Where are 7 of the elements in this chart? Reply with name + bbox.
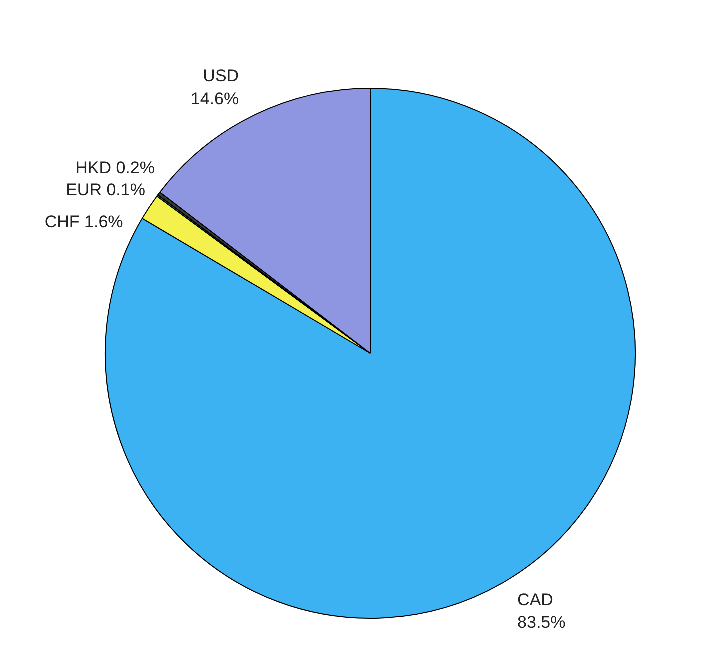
slice-label: EUR 0.1% xyxy=(66,180,146,200)
slice-label: CAD xyxy=(518,590,554,610)
slice-label: CHF 1.6% xyxy=(44,212,124,232)
data-label: 14.6% xyxy=(190,89,240,108)
slice-label: USD xyxy=(203,66,240,86)
data-label: 83.5% xyxy=(518,613,566,632)
slice-label: HKD 0.2% xyxy=(76,158,155,178)
